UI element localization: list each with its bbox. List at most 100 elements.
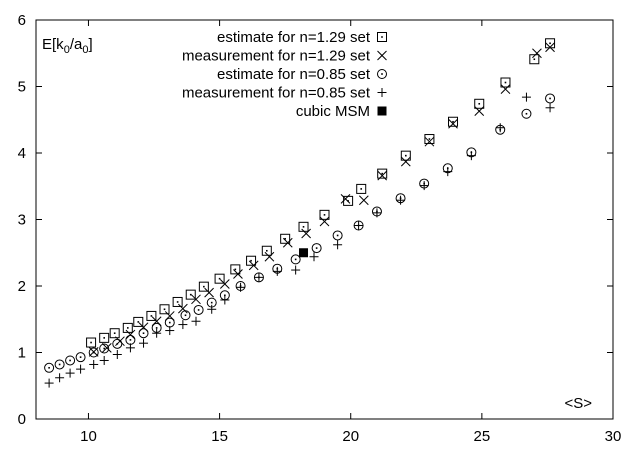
data-point-cross	[501, 85, 510, 94]
marker-dot	[169, 322, 171, 324]
data-point-plus	[66, 369, 75, 378]
data-point-plus	[100, 356, 109, 365]
marker-dot	[303, 226, 305, 228]
marker-dot	[295, 259, 297, 261]
marker-dot	[266, 250, 268, 252]
y-axis-label: E[k0/a0]	[42, 36, 93, 56]
data-point-plus	[126, 343, 135, 352]
data-point-plus	[333, 240, 342, 249]
data-point-open-square	[546, 39, 555, 48]
legend-marker-cross	[378, 51, 387, 60]
data-point-open-circle	[66, 356, 75, 365]
x-tick-label: 15	[211, 428, 228, 445]
data-point-open-circle	[89, 348, 98, 357]
marker-dot	[316, 247, 318, 249]
marker-dot	[198, 309, 200, 311]
data-point-plus	[236, 283, 245, 292]
marker-dot	[250, 260, 252, 262]
data-point-open-circle	[113, 339, 122, 348]
marker-dot	[114, 332, 116, 334]
data-point-cross	[359, 196, 368, 205]
data-point-plus	[76, 365, 85, 374]
x-tick-label: 20	[342, 428, 359, 445]
marker-dot	[185, 314, 187, 316]
data-point-plus	[89, 360, 98, 369]
data-point-cross	[341, 194, 350, 203]
marker-dot	[127, 327, 129, 329]
data-point-open-square	[173, 297, 182, 306]
marker-dot	[526, 113, 528, 115]
data-point-plus	[55, 373, 64, 382]
marker-dot	[156, 327, 158, 329]
marker-dot	[103, 348, 105, 350]
data-point-cross	[401, 157, 410, 166]
data-point-filled-square	[299, 248, 308, 257]
marker-dot	[337, 235, 339, 237]
legend-marker-filled-square	[378, 107, 387, 116]
marker-dot	[381, 73, 383, 75]
data-point-open-circle	[312, 244, 321, 253]
legend-marker-plus	[378, 88, 387, 97]
legend-marker-open-square	[378, 33, 387, 42]
data-point-open-square	[231, 265, 240, 274]
data-point-plus	[178, 320, 187, 329]
y-tick-label: 2	[18, 278, 26, 295]
data-point-open-circle	[139, 329, 148, 338]
data-point-cross	[378, 171, 387, 180]
marker-dot	[235, 269, 237, 271]
data-point-plus	[152, 329, 161, 338]
data-point-plus	[522, 93, 531, 102]
y-tick-label: 6	[18, 12, 26, 29]
data-point-plus	[443, 167, 452, 176]
marker-dot	[130, 339, 132, 341]
marker-dot	[381, 36, 383, 38]
y-tick-label: 3	[18, 212, 26, 229]
data-point-open-circle	[45, 363, 54, 372]
data-point-plus	[165, 326, 174, 335]
marker-dot	[59, 364, 61, 366]
data-point-open-square	[475, 99, 484, 108]
data-point-cross	[320, 217, 329, 226]
legend-label: estimate for n=1.29 set	[217, 29, 371, 46]
marker-dot	[177, 301, 179, 303]
y-tick-label: 4	[18, 145, 26, 162]
data-point-open-square	[247, 256, 256, 265]
marker-shape	[299, 248, 308, 257]
data-point-cross	[220, 280, 229, 289]
data-point-plus	[420, 181, 429, 190]
legend-label: measurement for n=1.29 set	[182, 48, 371, 65]
data-point-open-circle	[291, 255, 300, 264]
data-point-open-square	[449, 117, 458, 126]
data-point-open-circle	[76, 353, 85, 362]
marker-dot	[69, 360, 71, 362]
marker-dot	[93, 352, 95, 354]
data-point-open-circle	[181, 311, 190, 320]
data-point-open-circle	[546, 94, 555, 103]
data-point-plus	[273, 267, 282, 276]
marker-dot	[360, 188, 362, 190]
marker-dot	[324, 214, 326, 216]
marker-dot	[452, 121, 454, 123]
legend-label: cubic MSM	[296, 103, 370, 120]
data-point-open-circle	[165, 318, 174, 327]
marker-dot	[117, 343, 119, 345]
marker-shape	[378, 107, 387, 116]
y-tick-label: 0	[18, 411, 26, 428]
legend: estimate for n=1.29 set measurement for n…	[182, 29, 387, 120]
marker-dot	[549, 98, 551, 100]
data-point-plus	[139, 339, 148, 348]
data-point-plus	[113, 350, 122, 359]
marker-dot	[203, 286, 205, 288]
data-point-plus	[220, 295, 229, 304]
marker-dot	[211, 302, 213, 304]
data-point-cross	[546, 43, 555, 52]
x-tick-label: 30	[605, 428, 622, 445]
data-point-plus	[45, 379, 54, 388]
marker-dot	[143, 332, 145, 334]
marker-dot	[151, 315, 153, 317]
marker-dot	[505, 82, 507, 84]
data-point-plus	[191, 317, 200, 326]
data-point-open-square	[123, 323, 132, 332]
legend-marker-open-circle	[378, 70, 387, 79]
